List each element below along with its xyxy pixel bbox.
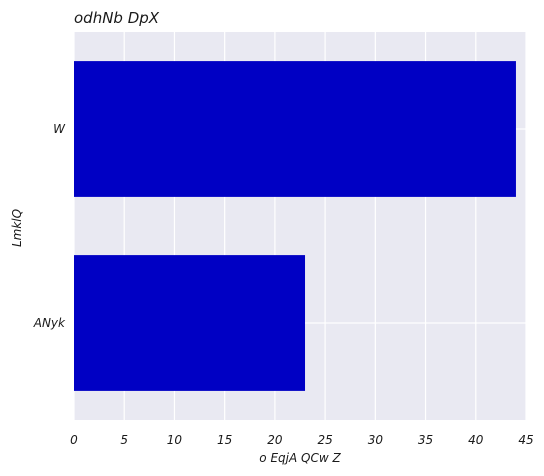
x-tick-labels: 0 5 10 15 20 25 30 35 40 45 [70,433,533,447]
x-tick-label: 25 [317,433,332,447]
x-tick-label: 15 [217,433,232,447]
x-tick-label: 20 [267,433,283,447]
y-tick-labels: W ANyk [33,122,66,330]
x-tick-label: 10 [167,433,183,447]
x-tick-label: 30 [368,433,384,447]
bar-anyk [74,255,306,391]
y-axis-label: LmklQ [10,209,24,247]
bar-w [74,61,516,197]
x-tick-label: 5 [120,433,128,447]
x-tick-label: 35 [418,433,433,447]
x-tick-label: 45 [518,433,533,447]
x-tick-label: 40 [468,433,484,447]
chart-title: odhNb DpX [74,9,160,27]
bars [74,61,516,391]
y-tick-label: ANyk [33,316,66,330]
y-tick-label: W [53,122,66,136]
x-axis-label: o EqjA QCw Z [259,451,341,465]
x-tick-label: 0 [70,433,78,447]
